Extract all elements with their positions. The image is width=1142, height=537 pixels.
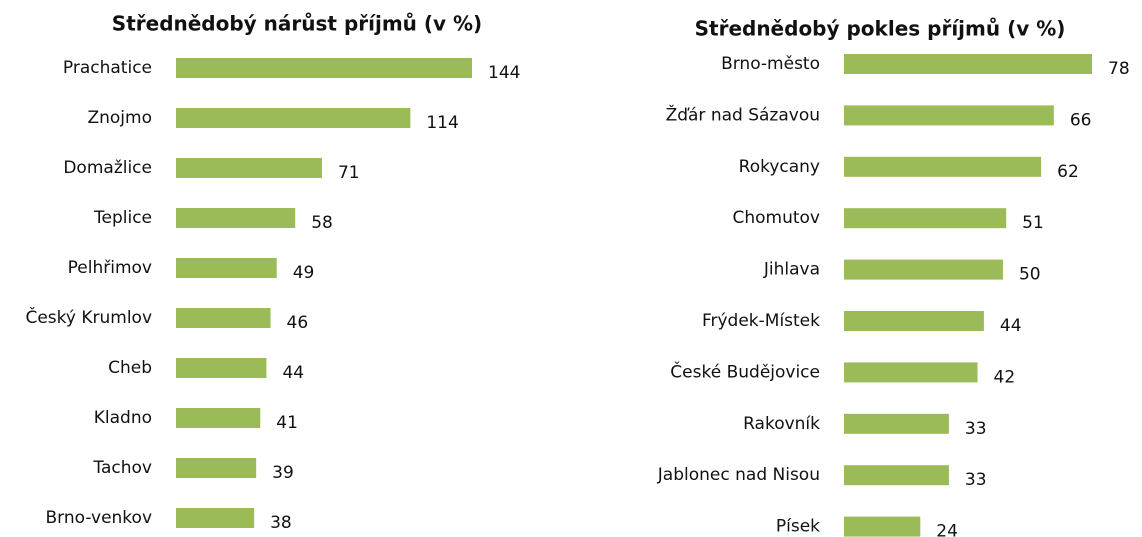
category-label: Písek [776, 517, 820, 537]
category-label: Domažlice [63, 158, 152, 178]
value-label: 58 [311, 213, 333, 233]
chart-title: Střednědobý pokles příjmů (v %) [695, 17, 1066, 41]
bar [176, 108, 411, 128]
bar [176, 408, 261, 428]
category-label: Pelhřimov [68, 258, 152, 278]
bar [176, 508, 255, 528]
value-label: 44 [1000, 316, 1022, 336]
value-label: 50 [1019, 265, 1041, 285]
bar [844, 208, 1007, 229]
category-label: Rakovník [743, 414, 820, 434]
bar [844, 413, 949, 434]
category-label: Brno-město [721, 54, 820, 74]
bar [844, 105, 1054, 126]
bar [844, 311, 984, 331]
category-label: Jablonec nad Nisou [657, 465, 820, 485]
chart-title: Střednědobý nárůst příjmů (v %) [112, 12, 482, 36]
value-label: 62 [1057, 162, 1079, 182]
value-label: 49 [293, 263, 315, 283]
value-label: 46 [287, 313, 309, 333]
category-label: Teplice [93, 208, 152, 228]
bar [176, 458, 257, 478]
bar [844, 465, 949, 486]
category-label: Kladno [94, 408, 152, 428]
value-label: 24 [936, 522, 958, 537]
bar [844, 259, 1003, 280]
category-label: Tachov [92, 458, 152, 478]
bar [844, 516, 921, 537]
value-label: 41 [276, 413, 298, 433]
category-label: Jihlava [763, 260, 820, 280]
bar [844, 54, 1092, 74]
value-label: 78 [1108, 59, 1130, 79]
bar [176, 208, 296, 228]
value-label: 42 [994, 367, 1016, 387]
bar [176, 158, 322, 178]
category-label: Prachatice [63, 58, 152, 78]
bar [176, 308, 271, 328]
value-label: 71 [338, 163, 360, 183]
category-label: Znojmo [87, 108, 152, 128]
bar [176, 358, 267, 378]
category-label: Frýdek-Místek [702, 311, 820, 331]
bar [844, 362, 978, 383]
value-label: 114 [426, 113, 458, 133]
category-label: Brno-venkov [45, 508, 152, 528]
value-label: 66 [1070, 110, 1092, 130]
bar [844, 156, 1042, 177]
category-label: Český Krumlov [25, 306, 152, 328]
bar [176, 258, 277, 278]
value-label: 39 [272, 463, 294, 483]
bar [176, 58, 472, 78]
value-label: 33 [965, 470, 987, 490]
value-label: 51 [1022, 213, 1044, 233]
category-label: Rokycany [739, 157, 820, 177]
category-label: Cheb [108, 358, 152, 378]
value-label: 33 [965, 419, 987, 439]
value-label: 144 [488, 63, 520, 83]
category-label: Žďár nad Sázavou [666, 103, 820, 125]
category-label: České Budějovice [670, 360, 820, 382]
value-label: 38 [270, 513, 292, 533]
value-label: 44 [282, 363, 304, 383]
category-label: Chomutov [732, 208, 820, 228]
